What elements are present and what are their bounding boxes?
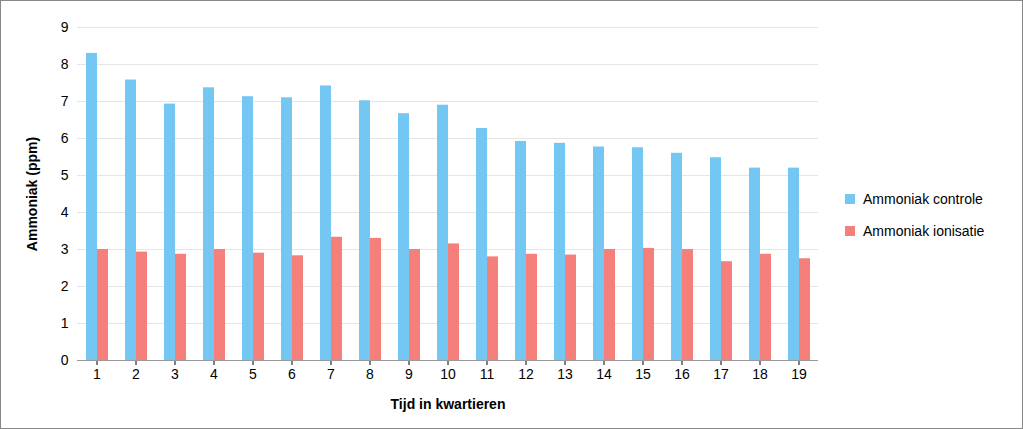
- svg-text:0: 0: [61, 352, 69, 368]
- svg-text:14: 14: [596, 366, 612, 382]
- svg-text:Ammoniak (ppm): Ammoniak (ppm): [24, 137, 40, 251]
- svg-text:8: 8: [366, 366, 374, 382]
- svg-text:10: 10: [440, 366, 456, 382]
- svg-text:9: 9: [405, 366, 413, 382]
- svg-text:4: 4: [61, 204, 69, 220]
- svg-text:5: 5: [61, 167, 69, 183]
- svg-text:2: 2: [132, 366, 140, 382]
- svg-text:11: 11: [480, 366, 495, 382]
- svg-text:7: 7: [61, 93, 69, 109]
- svg-text:5: 5: [249, 366, 257, 382]
- svg-text:3: 3: [61, 241, 69, 257]
- svg-text:6: 6: [288, 366, 296, 382]
- svg-text:16: 16: [674, 366, 690, 382]
- html-text:Ammoniak controle: Ammoniak controle: [863, 190, 983, 207]
- svg-text:7: 7: [327, 366, 335, 382]
- svg-text:Tijd in kwartieren: Tijd in kwartieren: [391, 396, 506, 412]
- svg-text:12: 12: [518, 366, 534, 382]
- svg-text:1: 1: [93, 366, 101, 382]
- svg-text:1: 1: [61, 315, 69, 331]
- svg-text:19: 19: [791, 366, 807, 382]
- html-text:Ammoniak ionisatie: Ammoniak ionisatie: [863, 222, 985, 239]
- svg-text:17: 17: [713, 366, 729, 382]
- svg-text:3: 3: [171, 366, 179, 382]
- svg-text:6: 6: [61, 130, 69, 146]
- svg-text:4: 4: [210, 366, 218, 382]
- svg-text:18: 18: [752, 366, 768, 382]
- svg-text:8: 8: [61, 56, 69, 72]
- svg-text:13: 13: [557, 366, 573, 382]
- svg-text:9: 9: [61, 19, 69, 35]
- svg-text:2: 2: [61, 278, 69, 294]
- svg-text:15: 15: [635, 366, 651, 382]
